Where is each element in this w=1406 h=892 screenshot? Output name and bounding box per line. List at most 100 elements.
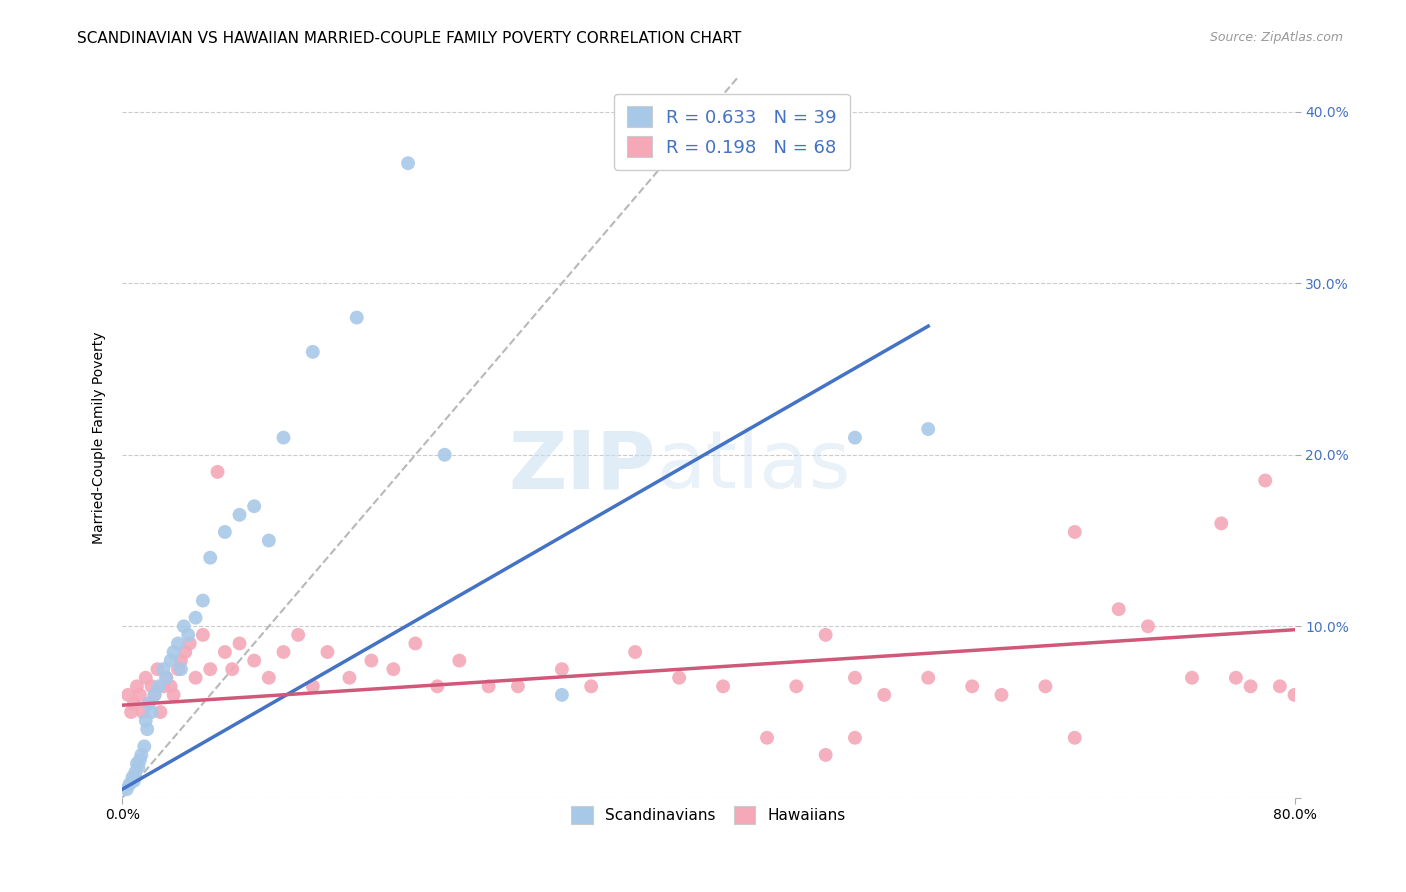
Point — [120, 705, 142, 719]
Point — [155, 671, 177, 685]
Point — [138, 697, 160, 711]
Point — [382, 662, 405, 676]
Point — [117, 688, 139, 702]
Point — [214, 524, 236, 539]
Point — [1181, 671, 1204, 685]
Point — [339, 671, 361, 685]
Point — [174, 645, 197, 659]
Text: Source: ZipAtlas.com: Source: ZipAtlas.com — [1209, 31, 1343, 45]
Point — [207, 465, 229, 479]
Point — [228, 508, 250, 522]
Point — [316, 645, 339, 659]
Point — [1225, 671, 1247, 685]
Point — [191, 628, 214, 642]
Point — [214, 645, 236, 659]
Point — [433, 448, 456, 462]
Point — [990, 688, 1012, 702]
Point — [125, 756, 148, 771]
Point — [1268, 679, 1291, 693]
Point — [135, 671, 157, 685]
Point — [1239, 679, 1261, 693]
Point — [228, 636, 250, 650]
Point — [917, 671, 939, 685]
Point — [159, 654, 181, 668]
Point — [551, 662, 574, 676]
Point — [184, 671, 207, 685]
Point — [177, 628, 200, 642]
Point — [844, 731, 866, 745]
Point — [143, 688, 166, 702]
Point — [1108, 602, 1130, 616]
Point — [257, 671, 280, 685]
Point — [844, 431, 866, 445]
Point — [579, 679, 602, 693]
Point — [221, 662, 243, 676]
Point — [128, 753, 150, 767]
Point — [121, 770, 143, 784]
Text: ZIP: ZIP — [509, 427, 655, 506]
Point — [287, 628, 309, 642]
Point — [138, 697, 160, 711]
Point — [134, 739, 156, 754]
Point — [179, 636, 201, 650]
Point — [170, 662, 193, 676]
Point — [132, 705, 155, 719]
Point — [449, 654, 471, 668]
Point — [135, 714, 157, 728]
Point — [346, 310, 368, 325]
Point — [159, 679, 181, 693]
Point — [506, 679, 529, 693]
Point — [711, 679, 734, 693]
Point — [118, 777, 141, 791]
Point — [124, 765, 146, 780]
Point — [917, 422, 939, 436]
Point — [1137, 619, 1160, 633]
Point — [141, 705, 163, 719]
Point — [785, 679, 807, 693]
Point — [404, 636, 426, 650]
Point — [426, 679, 449, 693]
Point — [844, 671, 866, 685]
Point — [149, 705, 172, 719]
Point — [167, 636, 190, 650]
Point — [668, 671, 690, 685]
Point — [301, 344, 323, 359]
Point — [141, 679, 163, 693]
Point — [551, 688, 574, 702]
Point — [184, 611, 207, 625]
Point — [1035, 679, 1057, 693]
Point — [814, 747, 837, 762]
Point — [148, 679, 170, 693]
Point — [624, 645, 647, 659]
Point — [136, 722, 159, 736]
Point — [200, 550, 222, 565]
Point — [360, 654, 382, 668]
Point — [122, 773, 145, 788]
Point — [243, 654, 266, 668]
Text: atlas: atlas — [655, 427, 851, 506]
Point — [257, 533, 280, 548]
Point — [115, 782, 138, 797]
Point — [243, 500, 266, 514]
Point — [125, 679, 148, 693]
Point — [960, 679, 983, 693]
Point — [200, 662, 222, 676]
Point — [756, 731, 779, 745]
Point — [162, 645, 184, 659]
Point — [1254, 474, 1277, 488]
Legend: Scandinavians, Hawaiians: Scandinavians, Hawaiians — [565, 800, 852, 830]
Point — [122, 697, 145, 711]
Point — [273, 645, 295, 659]
Point — [396, 156, 419, 170]
Point — [146, 662, 169, 676]
Point — [162, 688, 184, 702]
Point — [1063, 731, 1085, 745]
Point — [152, 679, 174, 693]
Point — [127, 760, 149, 774]
Point — [814, 628, 837, 642]
Point — [1063, 524, 1085, 539]
Point — [1284, 688, 1306, 702]
Point — [173, 619, 195, 633]
Point — [143, 688, 166, 702]
Point — [478, 679, 501, 693]
